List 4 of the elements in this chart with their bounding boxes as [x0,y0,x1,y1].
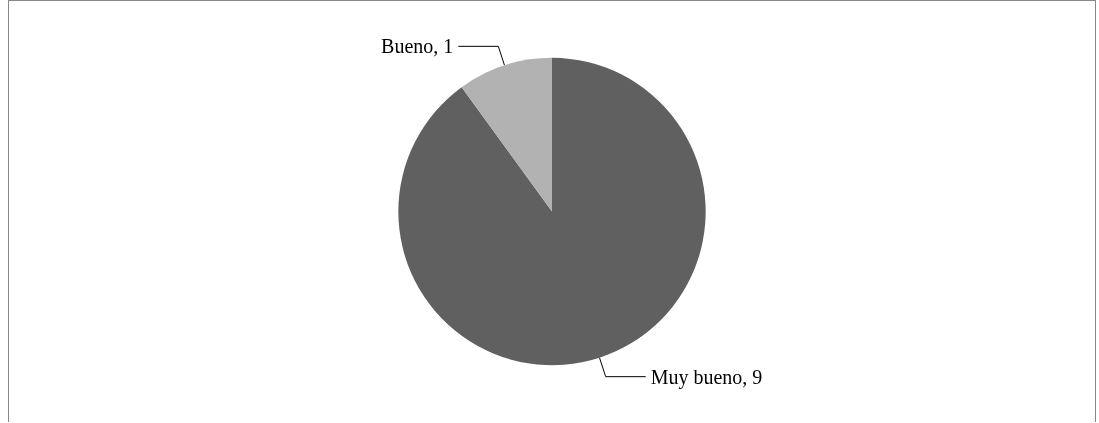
data-label: , 1 [433,35,454,58]
slice-label: Muy bueno [650,365,743,389]
slice-label: Bueno [381,35,434,58]
data-label: , 9 [742,365,763,388]
